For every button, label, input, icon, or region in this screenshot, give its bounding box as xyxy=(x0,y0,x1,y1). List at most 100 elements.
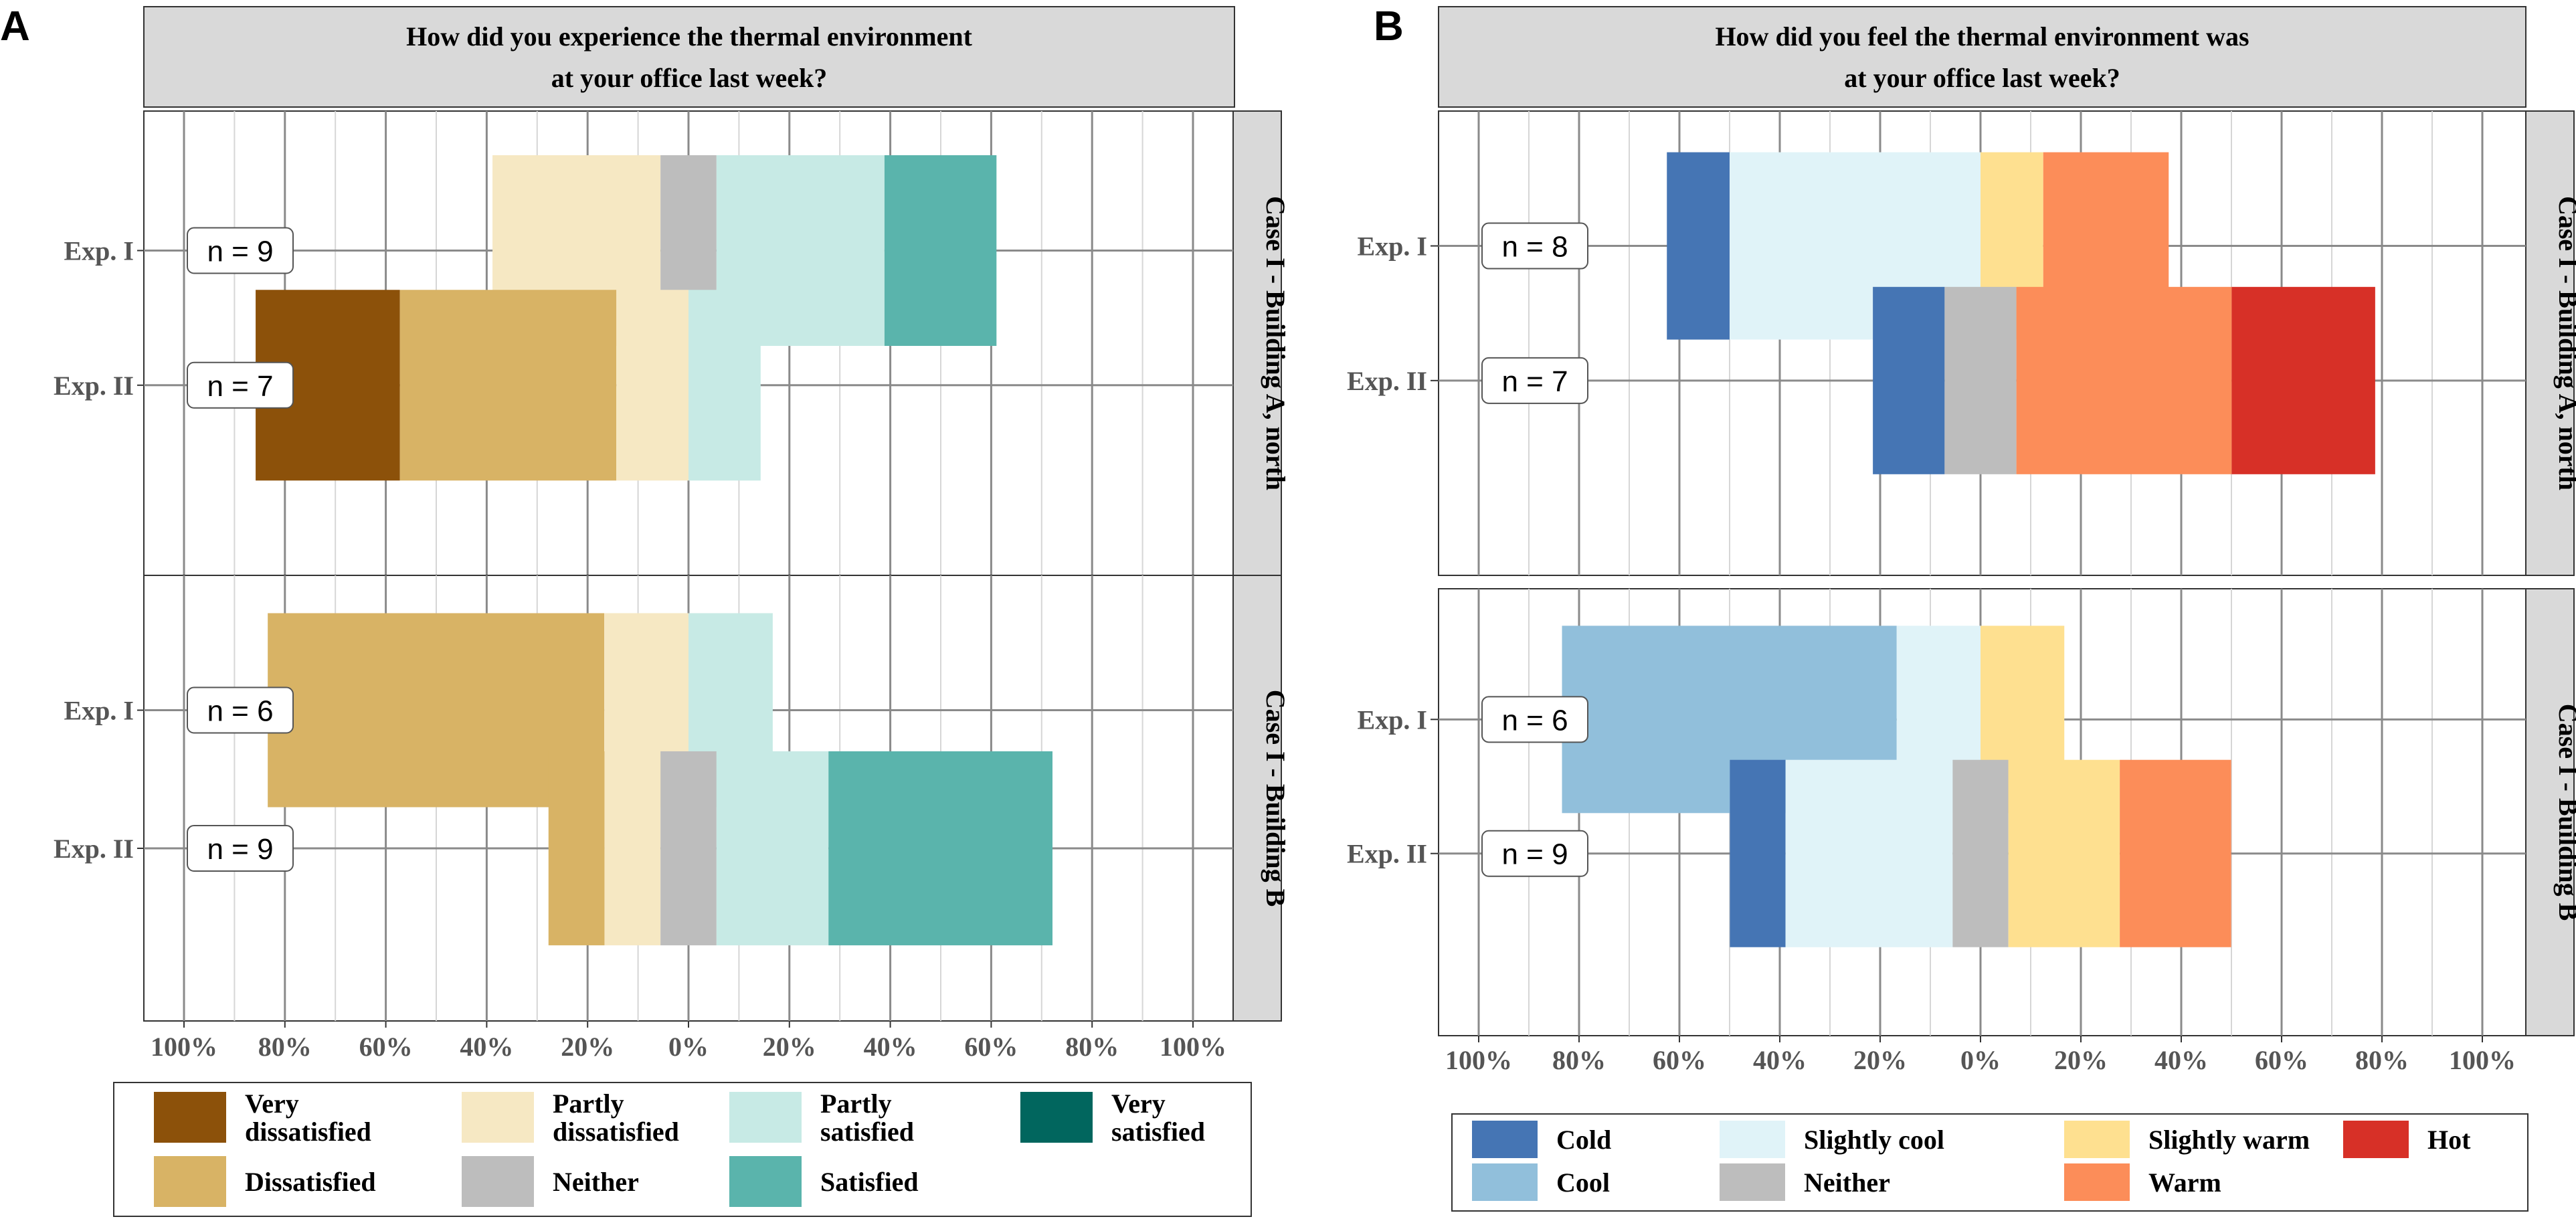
x-tick-label: 80% xyxy=(2355,1045,2409,1075)
n-label-box xyxy=(1481,830,1588,877)
n-label: n = 8 xyxy=(1481,222,1588,270)
bar-row: Exp. II n = 7 xyxy=(1347,286,2526,474)
legend-label: Warm xyxy=(2148,1167,2221,1198)
legend-swatch xyxy=(462,1156,534,1207)
legend-label: satisfied xyxy=(1111,1117,1205,1147)
legend-item: Cold xyxy=(1472,1121,1611,1158)
facet-1: Case I - Building A, north Exp. I n = 8 Exp… xyxy=(1347,110,2576,576)
facet-strip-label: Case I - Building B xyxy=(1261,690,1291,907)
legend-swatch xyxy=(462,1092,534,1143)
n-label-box xyxy=(187,361,294,409)
bar-segment xyxy=(616,290,688,481)
n-label: n = 6 xyxy=(1481,696,1588,743)
n-label-box xyxy=(187,227,294,274)
bar-segment xyxy=(548,751,605,945)
x-tick-label: 0% xyxy=(1960,1045,2001,1075)
n-label-text: n = 6 xyxy=(207,695,273,728)
facet-2: Case I - Building B Exp. I n = 6 Exp. II n =… xyxy=(1347,588,2576,1036)
x-tick-label: 60% xyxy=(359,1032,413,1062)
legend-label: Cold xyxy=(1556,1125,1611,1155)
panel-b: B How did you feel the thermal environmen… xyxy=(1347,3,2576,1212)
n-label-text: n = 6 xyxy=(1501,704,1568,737)
n-label-text: n = 8 xyxy=(1501,231,1568,264)
facet-strip xyxy=(1232,575,1282,1022)
x-tick-label: 60% xyxy=(1653,1045,1706,1075)
x-tick-label: 40% xyxy=(1753,1045,1807,1075)
x-tick-label: 40% xyxy=(864,1032,917,1062)
bar-segment xyxy=(1730,759,1786,947)
x-tick-label: 60% xyxy=(964,1032,1018,1062)
legend-item: Satisfied xyxy=(729,1156,919,1207)
bar-segment xyxy=(1667,152,1730,340)
row-label: Exp. II xyxy=(1347,839,1427,869)
x-tick-label: 100% xyxy=(1160,1032,1226,1062)
legend-label: Dissatisfied xyxy=(245,1167,376,1197)
legend-swatch xyxy=(1472,1163,1538,1201)
legend-swatch xyxy=(1020,1092,1093,1143)
legend-label: dissatisfied xyxy=(245,1117,371,1147)
x-tick-label: 100% xyxy=(151,1032,217,1062)
title-strip xyxy=(143,6,1235,108)
legend-label: dissatisfied xyxy=(553,1117,679,1147)
x-tick-label: 20% xyxy=(1853,1045,1907,1075)
facet-2: Case I - Building B Exp. I n = 6 Exp. II n =… xyxy=(54,575,1291,1022)
panel-a: A How did you experience the thermal envi… xyxy=(0,3,1291,1217)
legend-label: Cool xyxy=(1556,1167,1610,1198)
n-label: n = 7 xyxy=(187,361,294,409)
panel-letter: B xyxy=(1374,3,1404,50)
legend-label: satisfied xyxy=(820,1117,914,1147)
facet-1: Case I - Building A, north Exp. I n = 9 Exp… xyxy=(54,110,1291,576)
legend-label: Partly xyxy=(553,1089,624,1119)
legend-label: Neither xyxy=(553,1167,639,1197)
x-tick-label: 80% xyxy=(1065,1032,1119,1062)
bar-row: Exp. II n = 9 xyxy=(54,751,1233,945)
legend-swatch xyxy=(154,1156,226,1207)
bar-segment xyxy=(2016,286,2232,474)
legend-label: Satisfied xyxy=(820,1167,919,1197)
x-tick-label: 80% xyxy=(258,1032,312,1062)
n-label-box xyxy=(1481,696,1588,743)
bar-row: Exp. II n = 7 xyxy=(54,290,1233,481)
legend-swatch xyxy=(2064,1163,2130,1201)
n-label: n = 6 xyxy=(187,686,294,734)
bar-segment xyxy=(884,155,997,346)
x-tick-label: 20% xyxy=(2054,1045,2108,1075)
chart-title-line: at your office last week? xyxy=(1844,63,2120,93)
legend-swatch xyxy=(1472,1121,1538,1158)
bar-segment xyxy=(1873,286,1945,474)
legend-item: Neither xyxy=(1720,1163,1890,1201)
row-label: Exp. I xyxy=(1358,704,1428,735)
legend-label: Partly xyxy=(820,1089,892,1119)
n-label-text: n = 9 xyxy=(207,833,273,866)
x-tick-label: 20% xyxy=(561,1032,614,1062)
n-label: n = 7 xyxy=(1481,357,1588,404)
facet-strip xyxy=(2525,110,2575,576)
chart-title-line: How did you feel the thermal environment… xyxy=(1715,21,2249,52)
bar-segment xyxy=(2120,759,2231,947)
facet-strip xyxy=(1232,110,1282,576)
legend-item: Cool xyxy=(1472,1163,1610,1201)
legend-swatch xyxy=(1720,1163,1785,1201)
row-label: Exp. II xyxy=(54,371,134,401)
facet-strip-label: Case I - Building A, north xyxy=(2553,196,2576,490)
legend-item: Neither xyxy=(462,1156,639,1207)
x-tick-label: 100% xyxy=(2449,1045,2516,1075)
row-label: Exp. I xyxy=(64,696,134,726)
chart-title-line: at your office last week? xyxy=(551,63,828,93)
legend-label: Slightly cool xyxy=(1804,1125,1944,1155)
bar-segment xyxy=(828,751,1053,945)
n-label-text: n = 7 xyxy=(1501,365,1568,398)
legend-swatch xyxy=(2064,1121,2130,1158)
bar-segment xyxy=(1952,759,2009,947)
bar-segment xyxy=(660,751,717,945)
x-tick-label: 40% xyxy=(460,1032,513,1062)
legend-label: Very xyxy=(245,1089,299,1119)
legend-label: Slightly warm xyxy=(2148,1125,2310,1155)
x-tick-label: 60% xyxy=(2255,1045,2308,1075)
legend-swatch xyxy=(729,1156,802,1207)
legend-swatch xyxy=(154,1092,226,1143)
x-tick-label: 0% xyxy=(668,1032,709,1062)
